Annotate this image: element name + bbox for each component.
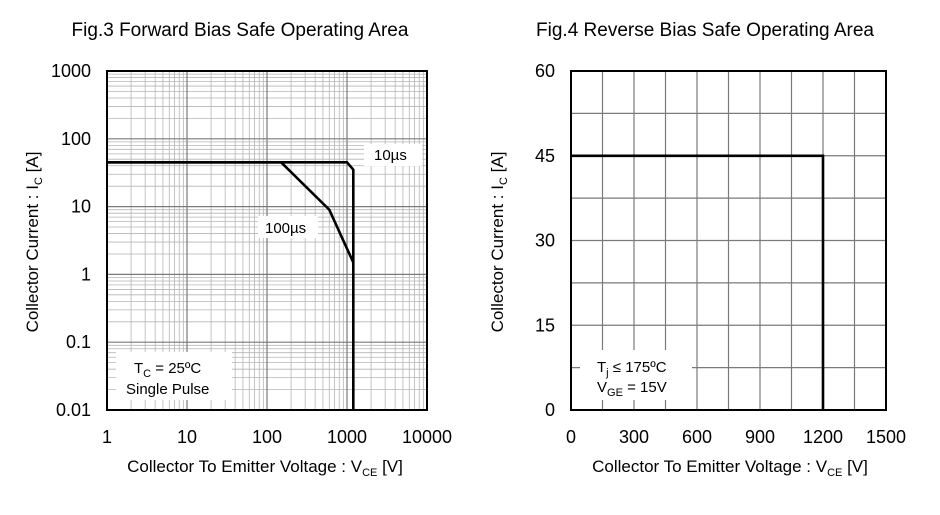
fbsoa-plot-frame — [106, 70, 428, 411]
rbsoa-x-axis-label: Collector To Emitter Voltage : VCE [V] — [592, 457, 868, 479]
rbsoa-y-ticks: 0 15 30 45 60 — [535, 61, 555, 420]
fbsoa-y-tick-label: 0.1 — [66, 332, 91, 352]
rbsoa-condition-line1: Tj ≤ 175ºC — [597, 359, 667, 379]
rbsoa-y-tick-label: 0 — [545, 400, 555, 420]
fbsoa-curve-2 — [107, 161, 355, 264]
rbsoa-curve-1 — [571, 154, 825, 410]
fbsoa-y-tick-label: 10 — [71, 197, 91, 217]
rbsoa-y-tick-label: 15 — [535, 315, 555, 335]
rbsoa-x-tick-label: 900 — [745, 427, 775, 447]
fbsoa-y-axis-label: Collector Current : IC [A] — [23, 152, 45, 333]
rbsoa-x-tick-label: 1500 — [866, 427, 906, 447]
fbsoa-title: Fig.3 Forward Bias Safe Operating Area — [72, 20, 409, 41]
rbsoa-y-tick-label: 60 — [535, 61, 555, 81]
rbsoa-x-tick-label: 1200 — [803, 427, 843, 447]
rbsoa-y-tick-label: 30 — [535, 231, 555, 251]
rbsoa-plot-frame — [570, 70, 887, 411]
rbsoa-condition-line2: VGE = 15V — [597, 379, 667, 399]
fbsoa-condition-line2: Single Pulse — [126, 381, 209, 398]
rbsoa-chart: Fig.4 Reverse Bias Safe Operating Area 0… — [488, 20, 906, 479]
rbsoa-x-ticks: 0 300 600 900 1200 1500 — [566, 427, 906, 447]
fbsoa-condition-line1: TC = 25ºC — [134, 360, 201, 380]
fbsoa-grid — [106, 70, 428, 411]
rbsoa-x-tick-label: 300 — [619, 427, 649, 447]
fbsoa-y-tick-label: 1000 — [51, 61, 91, 81]
fbsoa-y-tick-label: 100 — [61, 129, 91, 149]
rbsoa-condition-box — [580, 350, 692, 400]
fbsoa-x-axis-label: Collector To Emitter Voltage : VCE [V] — [127, 457, 403, 479]
fbsoa-100us-label-bg — [258, 216, 318, 238]
fbsoa-10us-label-bg — [364, 144, 422, 166]
fbsoa-curves — [107, 161, 355, 410]
fbsoa-condition-box — [116, 352, 232, 400]
fbsoa-chart: Fig.3 Forward Bias Safe Operating Area 1… — [23, 20, 452, 479]
fbsoa-x-tick-label: 1000 — [327, 427, 367, 447]
fbsoa-y-tick-label: 0.01 — [56, 400, 91, 420]
fbsoa-x-tick-label: 10 — [177, 427, 197, 447]
rbsoa-title: Fig.4 Reverse Bias Safe Operating Area — [536, 20, 874, 41]
fbsoa-x-tick-label: 100 — [252, 427, 282, 447]
fbsoa-x-tick-label: 10000 — [402, 427, 452, 447]
fbsoa-y-tick-label: 1 — [81, 264, 91, 284]
fbsoa-x-ticks: 1 10 100 1000 10000 — [102, 427, 452, 447]
fbsoa-y-ticks: 0.01 0.1 1 10 100 1000 — [51, 61, 91, 420]
rbsoa-curves — [571, 154, 825, 410]
rbsoa-y-axis-label: Collector Current : IC [A] — [488, 152, 510, 333]
rbsoa-y-tick-label: 45 — [535, 146, 555, 166]
rbsoa-grid — [570, 70, 887, 411]
fbsoa-100us-label: 100µs — [265, 220, 306, 237]
fbsoa-x-tick-label: 1 — [102, 427, 112, 447]
fbsoa-10us-label: 10µs — [374, 147, 407, 164]
rbsoa-x-tick-label: 600 — [682, 427, 712, 447]
rbsoa-x-tick-label: 0 — [566, 427, 576, 447]
